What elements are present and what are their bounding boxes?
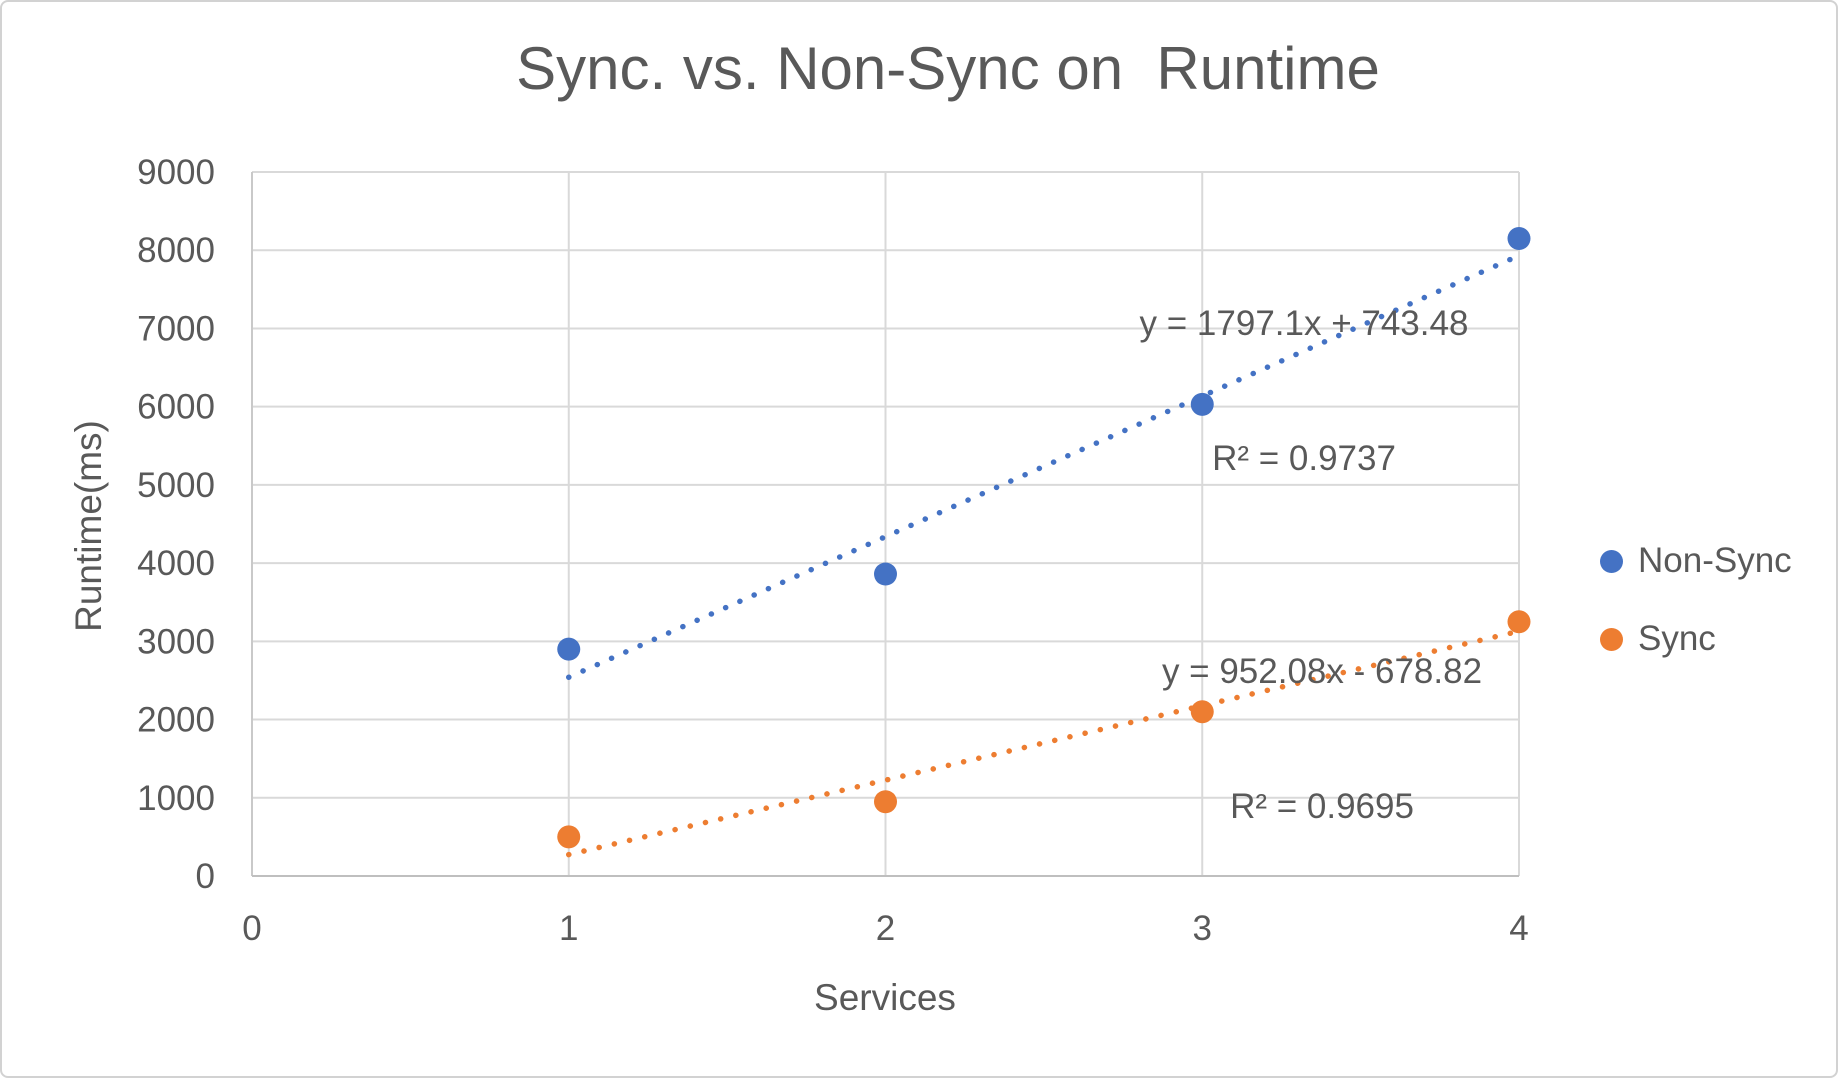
y-tick-label-6000: 6000 <box>137 388 215 427</box>
y-tick-label-1000: 1000 <box>137 779 215 818</box>
y-tick-label-0: 0 <box>196 857 215 896</box>
legend-marker-sync-icon <box>1600 627 1623 651</box>
y-tick-label-2000: 2000 <box>137 701 215 740</box>
trendline-r2-nonsync: R² = 0.9737 <box>1212 439 1396 478</box>
data-point-sync-x4 <box>1507 610 1531 634</box>
y-tick-label-5000: 5000 <box>137 466 215 505</box>
y-tick-label-7000: 7000 <box>137 309 215 348</box>
legend-label-nonsync: Non-Sync <box>1638 541 1792 580</box>
trendline-label-sync: y = 952.08x - 678.82 R² = 0.9695 <box>1112 559 1532 919</box>
data-point-non-sync-x4 <box>1507 226 1531 250</box>
trendline-non-sync <box>566 252 1522 681</box>
data-point-non-sync-x2 <box>874 562 897 586</box>
x-tick-label-4: 4 <box>1509 909 1528 948</box>
legend-marker-nonsync-icon <box>1600 549 1623 573</box>
data-point-sync-x3 <box>1190 700 1214 724</box>
x-tick-label-2: 2 <box>876 909 895 948</box>
legend-item-nonsync: Non-Sync <box>1600 540 1792 582</box>
x-axis-title: Services <box>814 977 956 1018</box>
data-point-non-sync-x3 <box>1190 392 1214 416</box>
data-point-non-sync-x1 <box>557 637 581 661</box>
trendline-sync <box>566 628 1522 858</box>
legend-label-sync: Sync <box>1638 619 1716 658</box>
trendline-label-nonsync: y = 1797.1x + 743.48 R² = 0.9737 <box>1094 211 1514 571</box>
x-tick-label-1: 1 <box>559 909 578 948</box>
y-tick-label-4000: 4000 <box>137 544 215 583</box>
data-point-sync-x1 <box>557 825 581 849</box>
y-axis-title: Runtime(ms) <box>68 420 109 632</box>
legend-item-sync: Sync <box>1600 618 1792 660</box>
chart-title: Sync. vs. Non-Sync on Runtime <box>516 35 1380 102</box>
y-tick-label-8000: 8000 <box>137 231 215 270</box>
data-point-sync-x2 <box>874 790 897 814</box>
legend: Non-Sync Sync <box>1600 540 1792 696</box>
y-tick-label-9000: 9000 <box>137 153 215 192</box>
trendline-equation-sync: y = 952.08x - 678.82 <box>1161 652 1483 691</box>
trendline-equation-nonsync: y = 1797.1x + 743.48 <box>1139 304 1469 343</box>
trendline-r2-sync: R² = 0.9695 <box>1230 787 1414 826</box>
x-tick-label-0: 0 <box>242 909 261 948</box>
x-tick-label-3: 3 <box>1193 909 1212 948</box>
y-tick-label-3000: 3000 <box>137 622 215 661</box>
